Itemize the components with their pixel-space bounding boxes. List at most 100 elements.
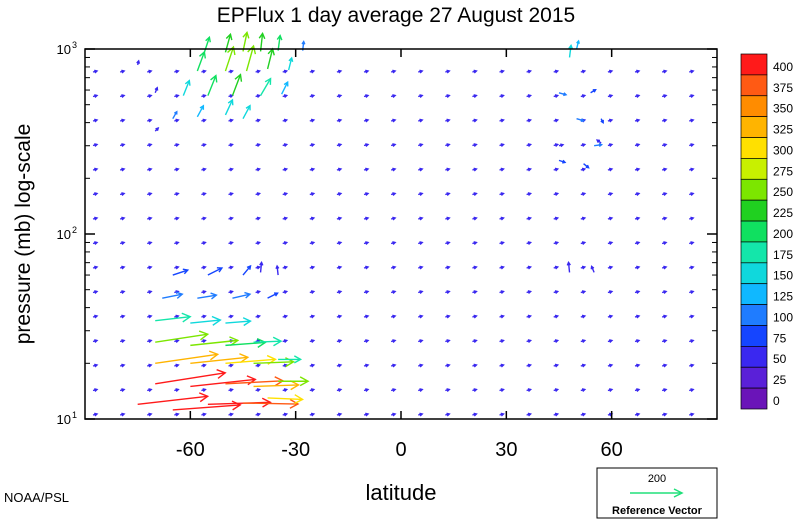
flux-vector [259, 77, 272, 96]
background-arrow [472, 314, 478, 319]
background-arrow [472, 192, 478, 196]
background-arrow [661, 265, 668, 270]
colorbar-label: 50 [773, 352, 787, 366]
flux-vector [253, 380, 300, 391]
flux-vector [136, 59, 141, 66]
flux-vector [155, 312, 192, 323]
background-arrow [174, 265, 180, 270]
background-arrow [634, 192, 641, 196]
background-arrow [336, 167, 343, 172]
colorbar-swatch [740, 283, 768, 305]
flux-vector [155, 330, 210, 343]
background-arrow [255, 216, 262, 221]
background-arrow [580, 143, 587, 147]
background-arrow [580, 167, 587, 172]
y-tick-exponent: 2 [72, 225, 77, 235]
background-arrow [282, 339, 289, 343]
background-arrow [119, 216, 126, 221]
background-arrow [472, 339, 478, 343]
colorbar-swatch [740, 387, 768, 410]
background-arrow [147, 314, 153, 319]
background-arrow [390, 314, 397, 319]
background-arrow [363, 363, 370, 368]
background-arrow [147, 363, 153, 368]
background-arrow [580, 314, 587, 319]
background-arrow [119, 167, 126, 172]
background-arrow [255, 143, 262, 147]
chart-title: EPFlux 1 day average 27 August 2015 [217, 4, 575, 27]
background-arrow [119, 94, 126, 98]
background-arrow [390, 167, 397, 172]
vector-series [136, 31, 604, 411]
background-arrow [282, 314, 289, 319]
background-arrow [309, 192, 316, 196]
background-arrow [363, 241, 370, 245]
background-arrow [119, 339, 126, 343]
background-arrow [174, 388, 180, 392]
colorbar-label: 100 [773, 310, 793, 324]
background-arrow [228, 118, 234, 123]
background-arrow [255, 94, 262, 98]
background-arrow [499, 412, 505, 417]
flux-vector [190, 353, 250, 365]
x-tick-label: -60 [176, 439, 205, 461]
flux-vector [245, 44, 257, 72]
background-arrow [445, 143, 451, 147]
background-arrow [634, 339, 641, 343]
reference-label: Reference Vector [612, 505, 703, 517]
colorbar-swatch [740, 137, 768, 159]
flux-vector [267, 292, 279, 299]
background-arrow [228, 167, 234, 172]
background-arrow [526, 118, 533, 123]
flux-vector [162, 291, 184, 299]
y-tick-label: 10 [57, 42, 71, 57]
background-arrow [390, 118, 397, 123]
background-arrow [634, 314, 641, 319]
background-arrow [689, 363, 695, 368]
background-arrow [553, 265, 560, 270]
background-arrow [201, 118, 207, 123]
background-arrow [147, 192, 153, 196]
background-arrow [174, 192, 180, 196]
background-arrow [147, 143, 153, 147]
background-arrow [661, 314, 668, 319]
background-arrow [147, 216, 153, 221]
background-arrow [445, 167, 451, 172]
background-arrow [553, 192, 560, 196]
background-arrow [418, 339, 424, 343]
background-arrow [255, 69, 262, 74]
background-arrow [201, 339, 207, 343]
flux-vector [583, 163, 590, 169]
background-arrow [336, 412, 343, 417]
background-arrow [634, 118, 641, 123]
background-arrow [526, 241, 533, 245]
background-arrow [607, 192, 614, 196]
background-arrow [472, 94, 478, 98]
background-arrow [580, 363, 587, 368]
flux-vector [280, 80, 289, 95]
background-arrow [92, 216, 99, 221]
background-arrow [119, 314, 126, 319]
background-arrow [119, 388, 126, 392]
background-arrow [255, 241, 262, 245]
flux-vector [190, 336, 240, 347]
background-arrow [309, 412, 316, 417]
background-arrow [661, 388, 668, 392]
flux-vector [278, 355, 303, 364]
background-arrow [390, 192, 397, 196]
background-arrow [607, 339, 614, 343]
background-arrow [418, 192, 424, 196]
background-arrow [174, 314, 180, 319]
background-arrow [147, 167, 153, 172]
flux-vector [590, 89, 597, 94]
background-arrow [499, 241, 505, 245]
background-arrow [689, 216, 695, 221]
background-arrow [255, 265, 262, 270]
background-arrow [553, 143, 560, 147]
background-arrow [418, 143, 424, 147]
background-arrow [607, 314, 614, 319]
background-arrow [390, 339, 397, 343]
background-arrow [553, 216, 560, 221]
background-arrow [336, 265, 343, 270]
background-arrow [634, 265, 641, 270]
